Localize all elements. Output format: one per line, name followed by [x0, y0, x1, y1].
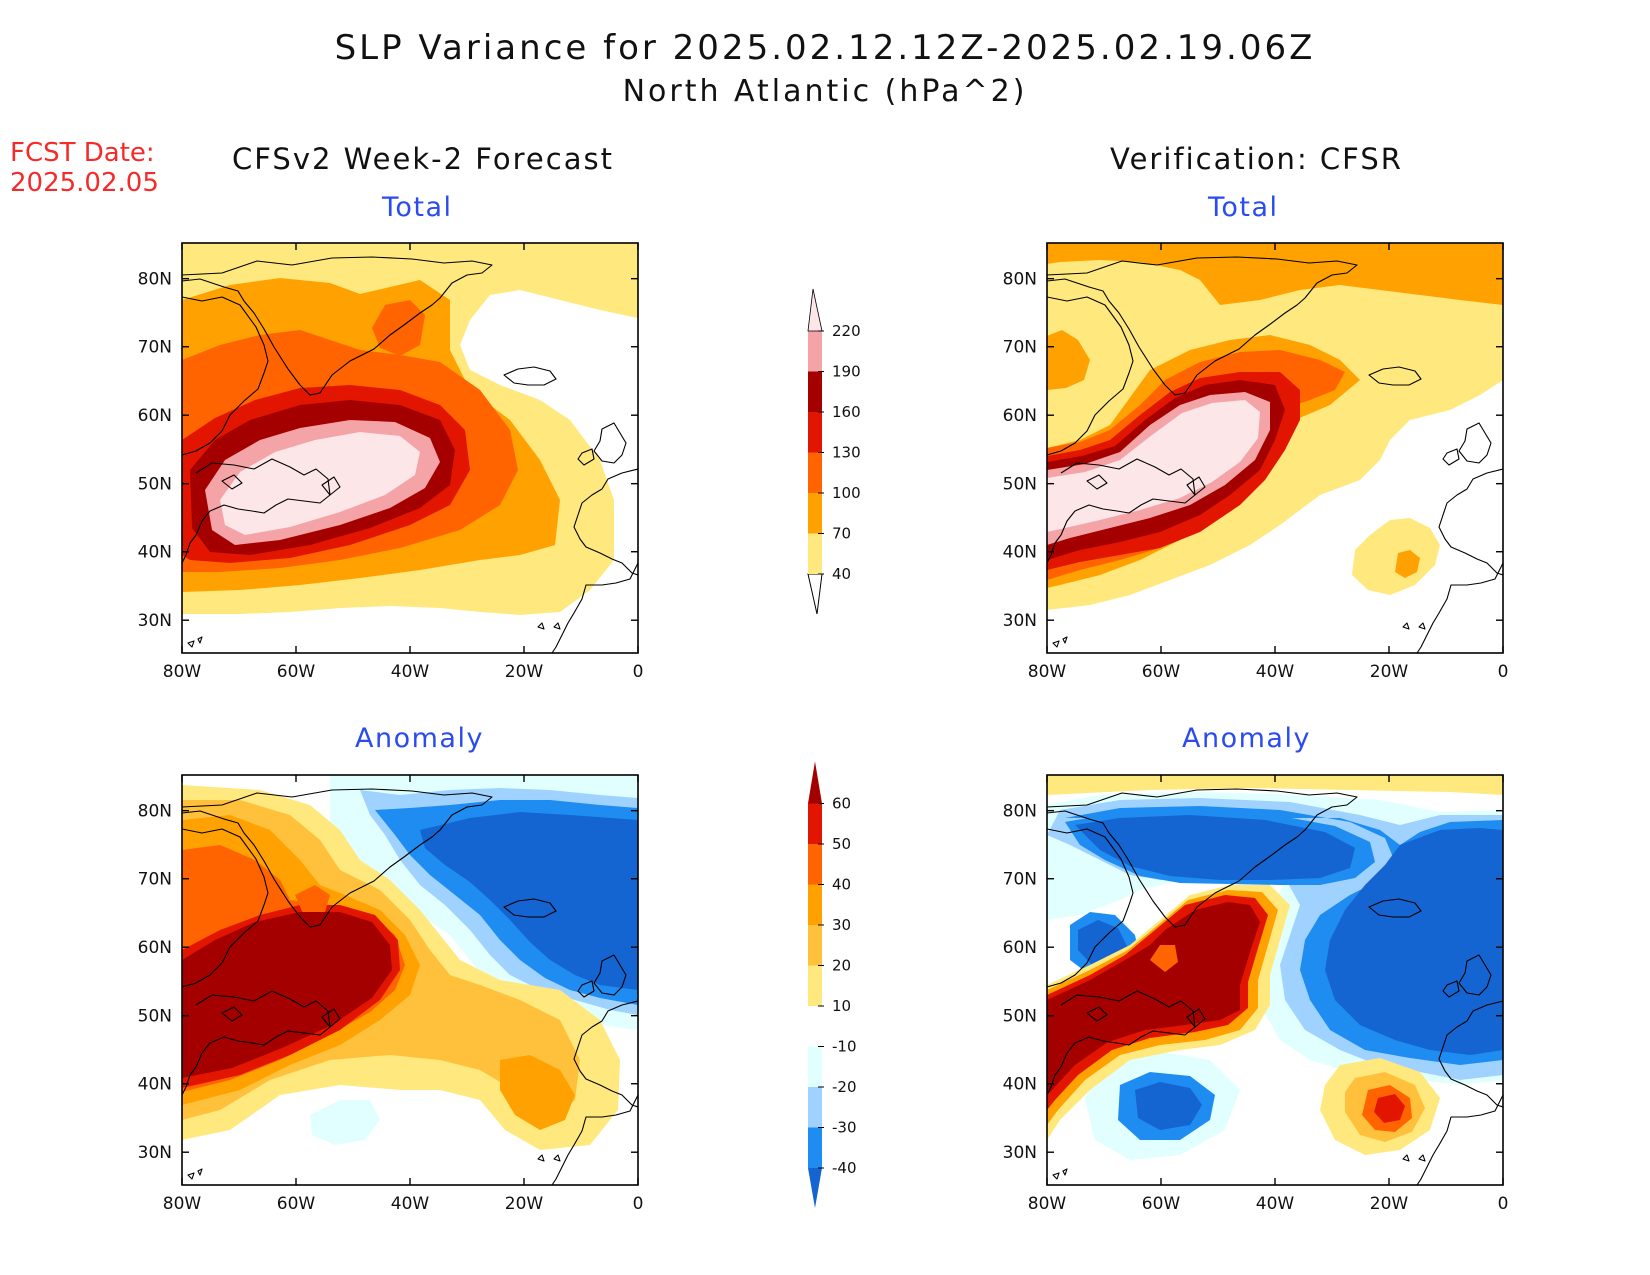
fcst-date-caption: FCST Date: — [10, 138, 155, 168]
lon-tick-label: 20W — [1370, 662, 1409, 682]
colorbar-segment — [808, 1006, 822, 1047]
lat-tick-label: 70N — [138, 338, 172, 358]
colorbar-upper-arrow — [808, 761, 822, 804]
lat-tick-label: 80N — [138, 802, 172, 822]
lon-tick-label: 0 — [1498, 662, 1509, 682]
lat-tick-label: 50N — [1003, 475, 1037, 495]
colorbar-segment — [808, 1087, 822, 1128]
lat-tick-label: 70N — [1003, 870, 1037, 890]
lat-tick-label: 60N — [138, 406, 172, 426]
lon-tick-label: 60W — [1142, 1194, 1181, 1214]
lat-tick-label: 70N — [138, 870, 172, 890]
lon-tick-label: 0 — [633, 662, 644, 682]
forecast-total-map — [182, 243, 638, 653]
colorbar-segment — [808, 1046, 822, 1087]
lat-tick-label: 40N — [138, 543, 172, 563]
panel-title-forecast-total: Total — [382, 192, 453, 223]
lat-tick-label: 50N — [138, 1007, 172, 1027]
lat-tick-label: 60N — [1003, 406, 1037, 426]
map-title: SLP Variance for 2025.02.12.12Z-2025.02.… — [334, 28, 1316, 68]
lat-tick-label: 80N — [138, 270, 172, 290]
lon-tick-label: 60W — [277, 1194, 316, 1214]
colorbar-label: -20 — [832, 1078, 857, 1096]
lon-tick-label: 20W — [505, 662, 544, 682]
verification-total-map — [1047, 243, 1503, 653]
colorbar-upper-arrow — [807, 288, 823, 332]
colorbar-segment — [808, 331, 822, 372]
panel-title-forecast-anomaly: Anomaly — [355, 723, 484, 754]
colorbar-segment — [808, 533, 822, 574]
lon-tick-label: 40W — [391, 1194, 430, 1214]
lon-tick-label: 80W — [163, 1194, 202, 1214]
lon-tick-label: 20W — [505, 1194, 544, 1214]
lon-tick-label: 60W — [277, 662, 316, 682]
colorbar-segment — [808, 965, 822, 1006]
lat-tick-label: 40N — [138, 1075, 172, 1095]
lat-tick-label: 30N — [1003, 611, 1037, 631]
lat-tick-label: 30N — [138, 1143, 172, 1163]
forecast-date-label: FCST Date: 2025.02.05 — [10, 138, 159, 198]
colorbar-label: -40 — [832, 1159, 857, 1177]
colorbar-label: 220 — [832, 322, 861, 340]
colorbar-anomaly: -40 -30 -20 -10 10 20 30 40 50 60 — [808, 761, 857, 1208]
colorbar-segment — [808, 803, 822, 844]
colorbar-segment — [808, 925, 822, 966]
lon-tick-label: 80W — [1028, 1194, 1067, 1214]
colorbar-label: 70 — [832, 525, 851, 543]
lon-tick-label: 0 — [1498, 1194, 1509, 1214]
colorbar-segment — [808, 884, 822, 925]
colorbar-segment — [808, 493, 822, 534]
colorbar-lower-arrow — [807, 573, 823, 615]
panel-title-verif-total: Total — [1208, 192, 1279, 223]
colorbar-segment — [808, 412, 822, 453]
lat-tick-label: 80N — [1003, 802, 1037, 822]
lon-tick-label: 0 — [633, 1194, 644, 1214]
verification-anomaly-map — [1047, 775, 1503, 1185]
axis-ticks-layer: 80N 70N 60N 50N 40N 30N 80W 60W 40W 20W 0 80N 70N 60N… — [138, 243, 1509, 1214]
colorbar-segment — [808, 371, 822, 412]
lat-tick-label: 60N — [1003, 938, 1037, 958]
lon-tick-label: 20W — [1370, 1194, 1409, 1214]
colorbar-segment — [808, 1127, 822, 1168]
lon-tick-label: 40W — [1256, 1194, 1295, 1214]
left-column-title: CFSv2 Week-2 Forecast — [232, 142, 614, 176]
colorbar-total: 40 70 100 130 160 190 220 — [807, 288, 861, 615]
lat-tick-label: 50N — [1003, 1007, 1037, 1027]
lon-tick-label: 60W — [1142, 662, 1181, 682]
colorbar-lower-arrow — [808, 1168, 822, 1208]
colorbar-label: 100 — [832, 484, 861, 502]
colorbar-label: 40 — [832, 876, 851, 894]
colorbar-label: -30 — [832, 1119, 857, 1137]
colorbar-label: -10 — [832, 1038, 857, 1056]
panel-title-verif-anomaly: Anomaly — [1182, 723, 1311, 754]
lat-tick-label: 80N — [1003, 270, 1037, 290]
lon-tick-label: 80W — [1028, 662, 1067, 682]
fcst-date-value: 2025.02.05 — [10, 168, 159, 198]
colorbar-label: 50 — [832, 835, 851, 853]
lat-tick-label: 50N — [138, 475, 172, 495]
colorbar-segment — [808, 844, 822, 885]
colorbar-label: 60 — [832, 795, 851, 813]
colorbar-label: 10 — [832, 997, 851, 1015]
colorbar-label: 40 — [832, 565, 851, 583]
lon-tick-label: 40W — [391, 662, 430, 682]
lat-tick-label: 60N — [138, 938, 172, 958]
lon-tick-label: 80W — [163, 662, 202, 682]
lat-tick-label: 70N — [1003, 338, 1037, 358]
lat-tick-label: 40N — [1003, 1075, 1037, 1095]
lat-tick-label: 30N — [1003, 1143, 1037, 1163]
map-subtitle: North Atlantic (hPa^2) — [622, 74, 1028, 109]
right-column-title: Verification: CFSR — [1110, 142, 1403, 176]
lat-tick-label: 30N — [138, 611, 172, 631]
colorbar-segment — [808, 452, 822, 493]
lat-tick-label: 40N — [1003, 543, 1037, 563]
lon-tick-label: 40W — [1256, 662, 1295, 682]
colorbar-label: 130 — [832, 444, 861, 462]
colorbar-label: 160 — [832, 403, 861, 421]
colorbar-label: 30 — [832, 916, 851, 934]
colorbar-label: 190 — [832, 363, 861, 381]
colorbar-label: 20 — [832, 957, 851, 975]
forecast-anomaly-map — [182, 775, 638, 1185]
